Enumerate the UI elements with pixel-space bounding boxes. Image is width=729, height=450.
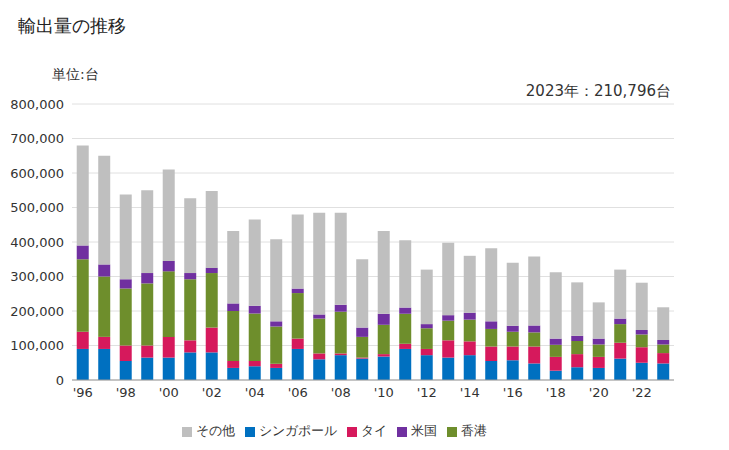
html-text:シンガポール: シンガポール [258, 423, 337, 438]
svg-text:'08: '08 [331, 385, 351, 400]
svg-text:'98: '98 [116, 385, 136, 400]
svg-text:100,000: 100,000 [10, 338, 64, 353]
svg-text:'18: '18 [546, 385, 566, 400]
svg-text:'10: '10 [374, 385, 394, 400]
svg-text:500,000: 500,000 [10, 200, 64, 215]
html-text:2023年：210,796台: 2023年：210,796台 [525, 82, 671, 100]
svg-text:0: 0 [56, 373, 64, 388]
html-text:米国: 米国 [410, 423, 437, 438]
svg-text:'12: '12 [417, 385, 437, 400]
svg-text:'02: '02 [202, 385, 222, 400]
svg-text:200,000: 200,000 [10, 304, 64, 319]
svg-text:'00: '00 [159, 385, 179, 400]
html-text:香港: 香港 [460, 423, 487, 438]
svg-text:'14: '14 [460, 385, 480, 400]
html-text:タイ: タイ [360, 423, 387, 438]
svg-text:'16: '16 [503, 385, 523, 400]
svg-text:'04: '04 [245, 385, 265, 400]
svg-text:300,000: 300,000 [10, 269, 64, 284]
svg-text:600,000: 600,000 [10, 166, 64, 181]
svg-text:'20: '20 [589, 385, 609, 400]
svg-text:400,000: 400,000 [10, 235, 64, 250]
html-text:輸出量の推移: 輸出量の推移 [18, 15, 126, 36]
svg-text:700,000: 700,000 [10, 131, 64, 146]
svg-text:800,000: 800,000 [10, 97, 64, 112]
svg-text:'22: '22 [632, 385, 652, 400]
svg-text:'96: '96 [73, 385, 93, 400]
html-text:その他: その他 [195, 423, 235, 438]
html-text:単位:台: 単位:台 [52, 66, 99, 82]
svg-text:'06: '06 [288, 385, 308, 400]
